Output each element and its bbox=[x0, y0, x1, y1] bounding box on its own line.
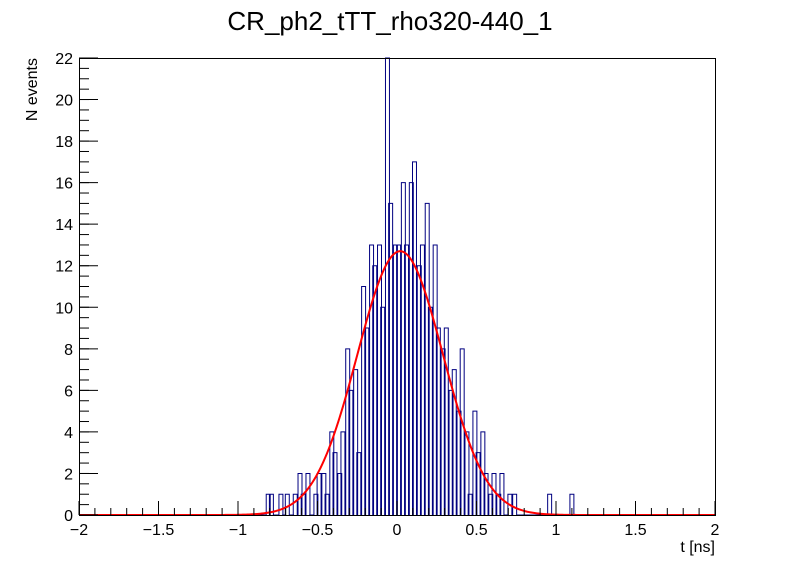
y-tick-label: 18 bbox=[55, 134, 73, 151]
x-tick-label: 0.5 bbox=[465, 522, 487, 539]
x-tick-label: 1.5 bbox=[624, 522, 646, 539]
y-tick-label: 0 bbox=[64, 508, 73, 525]
y-tick-label: 6 bbox=[64, 383, 73, 400]
x-tick-label: 1 bbox=[552, 522, 561, 539]
x-tick-label: −1.5 bbox=[143, 522, 175, 539]
x-axis: −2 −1.5 −1 −0.5 0 0.5 1 1.5 2 bbox=[70, 501, 720, 539]
x-tick-label: 0 bbox=[393, 522, 402, 539]
x-tick-label: −2 bbox=[70, 522, 88, 539]
y-tick-label: 14 bbox=[55, 217, 73, 234]
y-tick-label: 20 bbox=[55, 93, 73, 110]
y-tick-label: 2 bbox=[64, 466, 73, 483]
y-tick-label: 22 bbox=[55, 51, 73, 68]
y-tick-label: 10 bbox=[55, 300, 73, 317]
y-axis-title: N events bbox=[24, 58, 41, 121]
x-tick-label: 2 bbox=[711, 522, 720, 539]
y-axis: 0 2 4 6 8 10 12 14 16 18 20 22 bbox=[55, 51, 98, 525]
y-tick-label: 12 bbox=[55, 259, 73, 276]
x-axis-title: t [ns] bbox=[680, 539, 715, 556]
y-tick-label: 4 bbox=[64, 425, 73, 442]
chart-title: CR_ph2_tTT_rho320-440_1 bbox=[227, 6, 552, 36]
y-tick-label: 8 bbox=[64, 342, 73, 359]
x-tick-label: −0.5 bbox=[302, 522, 334, 539]
y-tick-label: 16 bbox=[55, 176, 73, 193]
x-tick-label: −1 bbox=[229, 522, 247, 539]
